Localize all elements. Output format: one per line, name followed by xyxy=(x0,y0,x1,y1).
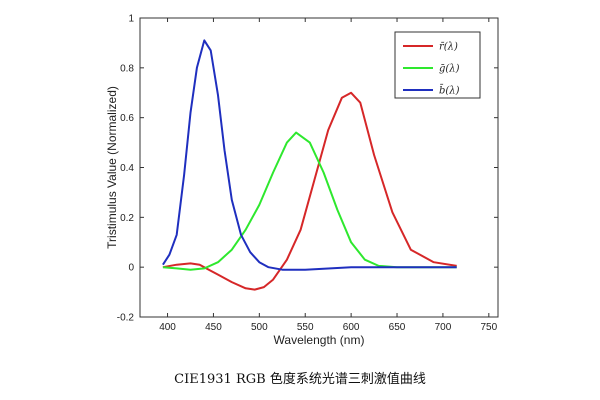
x-tick-label: 550 xyxy=(297,322,314,333)
x-tick-label: 450 xyxy=(205,322,222,333)
y-tick-label: 0.4 xyxy=(120,163,134,174)
figure-caption: CIE1931 RGB 色度系统光谱三刺激值曲线 xyxy=(174,372,426,387)
series-line-r xyxy=(162,91,457,291)
legend-label: ḡ(λ) xyxy=(439,64,460,75)
y-tick-label: 0.6 xyxy=(120,113,134,124)
legend-label: b̄(λ) xyxy=(439,84,460,96)
legend: r̄(λ) ḡ(λ) b̄(λ) xyxy=(394,31,481,99)
series-line-b xyxy=(162,39,457,271)
x-tick-label: 750 xyxy=(480,322,497,333)
y-tick-label: 0 xyxy=(128,263,134,274)
x-tick-label: 500 xyxy=(251,322,268,333)
x-tick-label: 700 xyxy=(435,322,452,333)
series-line-g xyxy=(162,131,457,271)
x-tick-label: 600 xyxy=(343,322,360,333)
y-tick-label: 1 xyxy=(128,14,134,25)
x-tick-label: 650 xyxy=(389,322,406,333)
y-tick-label: 0.2 xyxy=(120,213,134,224)
x-axis-title: Wavelength (nm) xyxy=(274,333,365,347)
y-axis-title: Tristimulus Value (Normalized) xyxy=(105,86,119,249)
legend-label: r̄(λ) xyxy=(439,42,458,53)
x-tick-label: 400 xyxy=(159,322,176,333)
legend-box xyxy=(394,31,481,99)
y-tick-label: -0.2 xyxy=(117,313,135,324)
y-tick-label: 0.8 xyxy=(120,63,134,74)
